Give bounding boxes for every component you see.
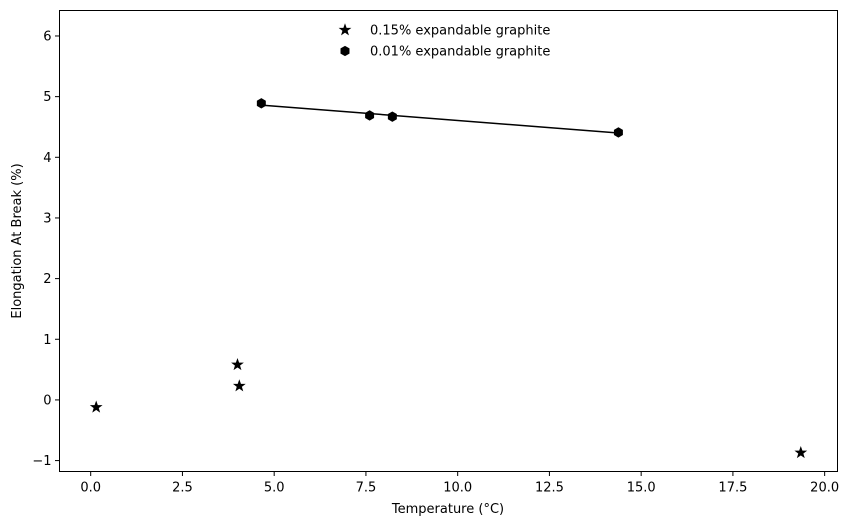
y-axis-label: Elongation At Break (%) [10,163,25,318]
y-tick-label: 5 [43,90,51,105]
x-tick-label: 2.5 [172,481,193,496]
y-tick-label: 2 [43,272,51,287]
legend-label: 0.01% expandable graphite [370,45,550,60]
legend-marker-hexagon [340,45,350,57]
legend: 0.15% expandable graphite 0.01% expandabl… [338,23,550,60]
x-tick-label: 0.0 [80,481,101,496]
data-point-star [794,445,808,459]
y-tick-label: 6 [43,29,51,44]
data-point-hexagon [365,110,375,121]
x-tick-label: 5.0 [264,481,285,496]
y-tick-label: 4 [43,151,51,166]
data-point-hexagon [387,111,397,122]
x-tick-label: 15.0 [627,481,656,496]
data-point-star [231,358,244,371]
y-tick-label: 0 [43,393,51,408]
x-axis-ticks: 0.0 2.5 5.0 7.5 10.0 12.5 15.0 17.5 20.0 [80,471,839,496]
x-tick-label: 12.5 [535,481,564,496]
legend-label: 0.15% expandable graphite [370,24,550,39]
x-tick-label: 7.5 [356,481,377,496]
x-tick-label: 17.5 [718,481,747,496]
legend-marker-star [338,23,352,36]
data-point-hexagon [613,127,623,138]
data-point-hexagon [256,98,266,109]
data-point-star [89,400,103,413]
y-tick-label: 3 [43,211,51,226]
y-axis-ticks: −1 0 1 2 3 4 5 6 [32,29,60,469]
plot-area [89,98,808,459]
y-tick-label: 1 [43,333,51,348]
y-tick-label: −1 [32,454,51,469]
x-tick-label: 10.0 [443,481,472,496]
data-point-star [232,379,246,392]
x-axis-label: Temperature (°C) [391,502,504,517]
trendline [261,104,619,134]
x-tick-label: 20.0 [810,481,839,496]
axes [59,10,838,472]
plot-frame [59,10,838,472]
